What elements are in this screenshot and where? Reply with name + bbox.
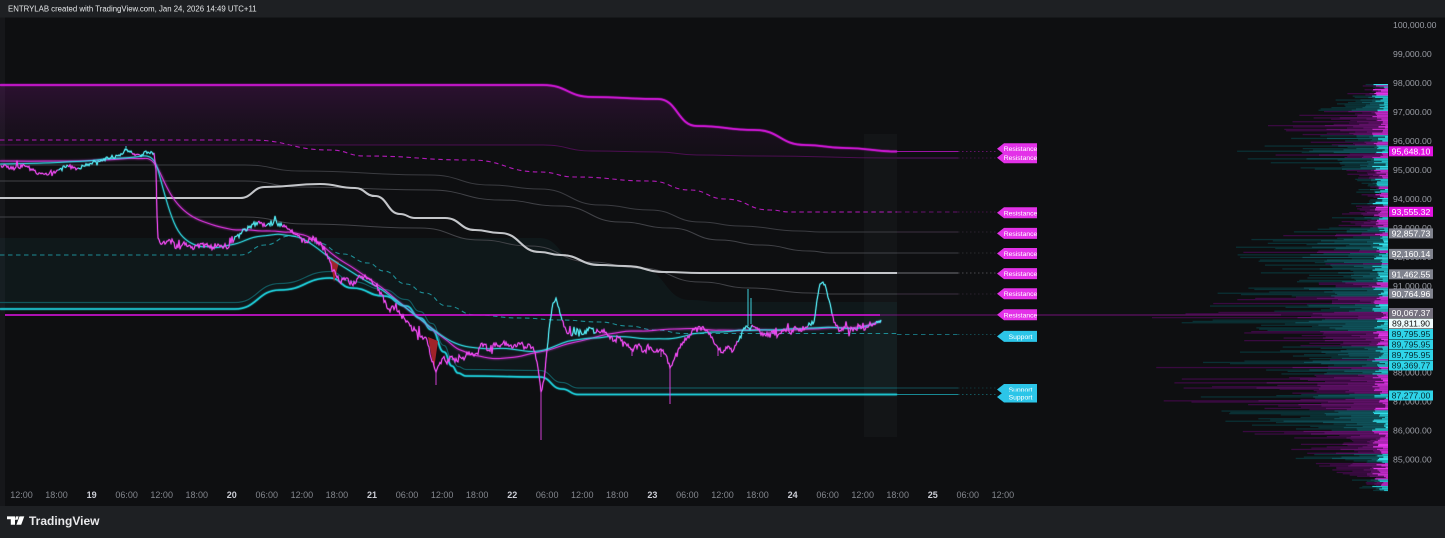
- svg-text:92,160.14: 92,160.14: [1392, 249, 1431, 259]
- svg-text:98,000.00: 98,000.00: [1393, 78, 1432, 88]
- svg-text:90,067.37: 90,067.37: [1392, 308, 1431, 318]
- svg-text:12:00: 12:00: [711, 490, 734, 500]
- svg-text:12:00: 12:00: [992, 490, 1015, 500]
- svg-text:85,000.00: 85,000.00: [1393, 454, 1432, 464]
- svg-text:18:00: 18:00: [45, 490, 68, 500]
- svg-text:97,000.00: 97,000.00: [1393, 107, 1432, 117]
- svg-text:18:00: 18:00: [326, 490, 349, 500]
- svg-text:Resistance: Resistance: [1004, 312, 1038, 319]
- svg-text:06:00: 06:00: [536, 490, 559, 500]
- svg-text:93,000.00: 93,000.00: [1393, 223, 1432, 233]
- svg-text:12:00: 12:00: [150, 490, 173, 500]
- svg-text:90,764.96: 90,764.96: [1392, 289, 1431, 299]
- svg-text:12:00: 12:00: [10, 490, 33, 500]
- svg-text:18:00: 18:00: [186, 490, 209, 500]
- svg-text:ENTRYLAB created with TradingV: ENTRYLAB created with TradingView.com, J…: [8, 5, 257, 14]
- svg-text:91,462.55: 91,462.55: [1392, 270, 1431, 280]
- svg-text:12:00: 12:00: [851, 490, 874, 500]
- svg-text:89,795.95: 89,795.95: [1392, 329, 1431, 339]
- svg-text:93,555.32: 93,555.32: [1392, 207, 1431, 217]
- svg-text:21: 21: [367, 490, 377, 500]
- svg-text:Support: Support: [1009, 334, 1033, 341]
- svg-text:91,000.00: 91,000.00: [1393, 281, 1432, 291]
- svg-text:Support: Support: [1009, 387, 1033, 394]
- svg-text:Resistance: Resistance: [1004, 231, 1038, 238]
- svg-text:12:00: 12:00: [291, 490, 314, 500]
- svg-text:89,795.95: 89,795.95: [1392, 350, 1431, 360]
- svg-text:06:00: 06:00: [256, 490, 279, 500]
- svg-text:18:00: 18:00: [606, 490, 629, 500]
- svg-text:12:00: 12:00: [571, 490, 594, 500]
- svg-text:18:00: 18:00: [746, 490, 769, 500]
- svg-text:89,811.90: 89,811.90: [1392, 319, 1430, 329]
- svg-text:Resistance: Resistance: [1004, 210, 1038, 217]
- svg-text:18:00: 18:00: [466, 490, 489, 500]
- svg-text:Resistance: Resistance: [1004, 146, 1038, 153]
- svg-text:23: 23: [647, 490, 657, 500]
- svg-text:100,000.00: 100,000.00: [1393, 20, 1437, 30]
- svg-text:20: 20: [227, 490, 237, 500]
- svg-text:06:00: 06:00: [816, 490, 839, 500]
- svg-text:96,000.00: 96,000.00: [1393, 136, 1432, 146]
- svg-text:24: 24: [788, 490, 798, 500]
- svg-text:12:00: 12:00: [431, 490, 454, 500]
- svg-text:06:00: 06:00: [676, 490, 699, 500]
- svg-text:TradingView: TradingView: [29, 514, 100, 528]
- svg-text:Resistance: Resistance: [1004, 155, 1038, 162]
- svg-text:19: 19: [87, 490, 97, 500]
- svg-text:87,000.00: 87,000.00: [1393, 397, 1432, 407]
- svg-text:86,000.00: 86,000.00: [1393, 426, 1432, 436]
- svg-text:89,369.77: 89,369.77: [1392, 361, 1431, 371]
- svg-text:22: 22: [507, 490, 517, 500]
- svg-text:87,277.00: 87,277.00: [1392, 391, 1431, 401]
- svg-text:92,857.73: 92,857.73: [1392, 229, 1431, 239]
- svg-text:Resistance: Resistance: [1004, 291, 1038, 298]
- svg-text:Resistance: Resistance: [1004, 271, 1038, 278]
- svg-text:95,648.10: 95,648.10: [1392, 147, 1431, 157]
- svg-text:06:00: 06:00: [115, 490, 138, 500]
- svg-text:89,795.95: 89,795.95: [1392, 340, 1431, 350]
- svg-text:94,000.00: 94,000.00: [1393, 194, 1432, 204]
- svg-text:25: 25: [928, 490, 938, 500]
- svg-text:99,000.00: 99,000.00: [1393, 49, 1432, 59]
- svg-text:18:00: 18:00: [886, 490, 909, 500]
- svg-text:Support: Support: [1009, 395, 1033, 402]
- svg-text:06:00: 06:00: [957, 490, 980, 500]
- svg-text:95,000.00: 95,000.00: [1393, 165, 1432, 175]
- svg-text:88,000.00: 88,000.00: [1393, 368, 1432, 378]
- svg-text:Resistance: Resistance: [1004, 251, 1038, 258]
- svg-text:06:00: 06:00: [396, 490, 419, 500]
